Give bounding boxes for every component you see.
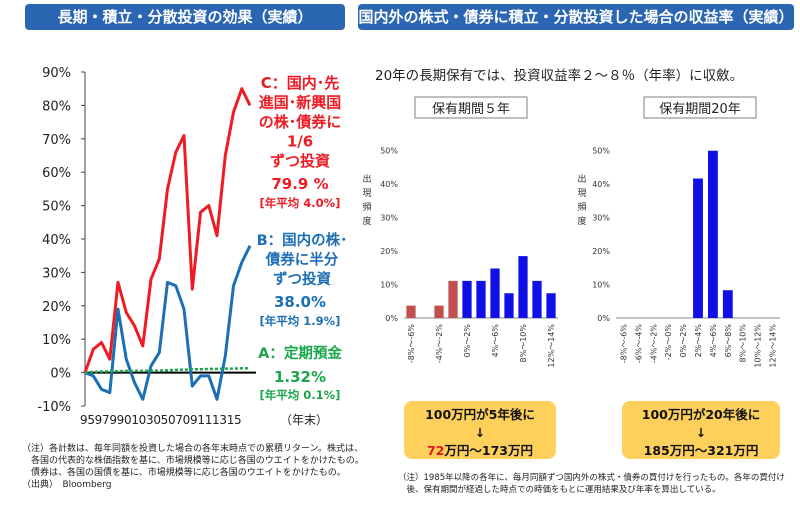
x-tick-label: 2%～4% (694, 324, 703, 358)
y-tick-label: 10% (592, 281, 610, 290)
y-tick-label: 20% (42, 300, 71, 315)
callout-5-year: 100万円が5年後に ↓ 72万円～173万円 (404, 401, 556, 459)
y-tick-label: 60% (42, 166, 71, 181)
callout-20-arrow: ↓ (695, 425, 707, 440)
histogram-bar (722, 290, 733, 318)
x-tick-label: 4%～6% (491, 324, 500, 358)
callout-5-value-min: 72 (427, 443, 445, 458)
y-tick-label: 0% (50, 367, 71, 382)
series-b-avg: [年平均 1.9%] (260, 314, 341, 328)
y-axis-label: 出現頻度 (362, 173, 371, 227)
y-tick-label: -10% (37, 400, 71, 415)
x-tick-label: -2%～0% (664, 324, 673, 361)
y-tick-label: 20% (592, 247, 610, 256)
y-tick-label: 40% (42, 233, 71, 248)
x-tick-label: -8%～-6% (407, 324, 416, 364)
x-tick-labels: 9597990103050709111315 (80, 413, 241, 427)
hist-title: 保有期間５年 (432, 102, 510, 117)
callout-5-line1: 100万円が5年後に (425, 407, 535, 422)
y-tick-label: 10% (380, 281, 398, 290)
series-c-line (83, 87, 252, 374)
left-source: （出典） Bloomberg (22, 480, 112, 490)
callout-20-year: 100万円が20年後に ↓ 185万円～321万円 (622, 401, 780, 459)
series-a-avg: [年平均 0.1%] (260, 388, 341, 402)
x-tick-label: -4%～-2% (649, 324, 658, 364)
hist-title-box (643, 96, 757, 119)
histogram-bar (490, 268, 500, 318)
x-axis-unit: （年末） (280, 413, 328, 427)
callout-5-value-rest: 万円～173万円 (444, 443, 533, 458)
histogram-bar (476, 280, 486, 318)
histogram-bar (434, 305, 444, 318)
x-tick-label: 8%～10% (739, 324, 748, 363)
y-tick-label: 0% (597, 314, 610, 323)
series-c-label: C：国内･先進国･新興国の株･債券に 1/6 ずつ投資 (259, 74, 342, 170)
y-tick-label: 30% (380, 214, 398, 223)
x-tick-label: 0%～2% (679, 324, 688, 358)
y-tick-label: 40% (380, 180, 398, 189)
x-tick-label: 0%～2% (463, 324, 472, 358)
y-tick-label: 10% (42, 333, 71, 348)
y-tick-label: 80% (42, 99, 71, 114)
histogram-bar (546, 293, 556, 318)
x-tick-label: -4%～-2% (435, 324, 444, 364)
callout-20-line1: 100万円が20年後に (641, 407, 761, 422)
series-c-avg: [年平均 4.0%] (260, 196, 341, 210)
left-note-line: （注）各計数は、毎年同額を投資した場合の各年末時点での累積リターン。株式は、 (22, 444, 364, 454)
left-panel-header: 長期・積立・分散投資の効果（実績） (25, 4, 345, 30)
right-panel-header: 国内外の株式・債券に積立・分散投資した場合の収益率（実績） (358, 4, 794, 30)
series-a-label: A：定期預金 (258, 344, 342, 362)
y-tick-label: 20% (380, 247, 398, 256)
y-axis-label: 出現頻度 (577, 173, 586, 227)
left-note-line: 債券は、各国の国債を基に、市場規模等に応じ各国のウエイトをかけたもの。 (22, 468, 346, 478)
series-c-value: 79.9 % (271, 175, 328, 193)
right-subtitle: 20年の長期保有では、投資収益率２～８％（年率）に収斂。 (375, 68, 744, 84)
series-a-value: 1.32% (274, 368, 326, 386)
callout-20-value: 185万円～321万円 (643, 443, 759, 458)
x-tick-label: 4%～6% (709, 324, 718, 358)
callout-5-value: 72万円～173万円 (404, 442, 556, 460)
histogram-bar (462, 280, 472, 318)
x-tick-label: -8%～-6% (619, 324, 628, 364)
y-tick-label: 50% (592, 147, 610, 156)
hist-title-box (414, 96, 528, 119)
y-tick-label: 0% (385, 314, 398, 323)
series-a-line (84, 366, 251, 374)
y-tick-label: 40% (592, 180, 610, 189)
x-tick-label: 12%～14% (547, 324, 556, 368)
y-tick-label: 90% (42, 66, 71, 81)
y-tick-label: 50% (42, 200, 71, 215)
y-tick-label: 50% (380, 147, 398, 156)
right-note-line: （注）1985年以降の各年に、毎月同額ずつ国内外の株式・債券の買付けを行ったもの… (398, 473, 785, 483)
y-tick-label: 30% (42, 266, 71, 281)
left-notes: （注）各計数は、毎年同額を投資した場合の各年末時点での累積リターン。株式は、 各… (22, 443, 382, 491)
series-b-line (84, 245, 252, 401)
right-notes: （注）1985年以降の各年に、毎月同額ずつ国内外の株式・債券の買付けを行ったもの… (398, 472, 798, 496)
series-b-value: 38.0% (274, 293, 326, 311)
y-tick-label: 70% (42, 133, 71, 148)
series-b-label: B：国内の株･債券に半分ずつ投資 (257, 231, 348, 288)
right-note-line: 後、保有期間が経過した時点での時価をもとに運用結果及び年率を算出している。 (398, 485, 721, 495)
histogram-bar (532, 280, 542, 318)
x-tick-label: -6%～-4% (634, 324, 643, 364)
histogram-bar (448, 280, 458, 318)
histogram-bar (707, 150, 718, 318)
x-tick-label: 8%～10% (519, 324, 528, 363)
x-tick-label: 6%～8% (724, 324, 733, 358)
x-tick-label: 10%～12% (754, 324, 763, 368)
callout-5-arrow: ↓ (474, 425, 486, 440)
histogram-bar (406, 305, 416, 318)
cumulative-return-line-chart: -10% 0% 10% 20% 30% 40% 50% 60% 70% 80% 90% 9597990… (37, 66, 348, 427)
histogram-bar (518, 256, 528, 318)
left-note-line: 各国の代表的な株価指数を基に、市場規模等に応じ各国のウエイトをかけたもの。 (22, 456, 364, 466)
histogram-bar (504, 293, 514, 318)
y-tick-label: 30% (592, 214, 610, 223)
histogram-bar (693, 178, 703, 318)
x-tick-label: 12%～14% (769, 324, 778, 368)
hist-title: 保有期間20年 (659, 102, 741, 117)
